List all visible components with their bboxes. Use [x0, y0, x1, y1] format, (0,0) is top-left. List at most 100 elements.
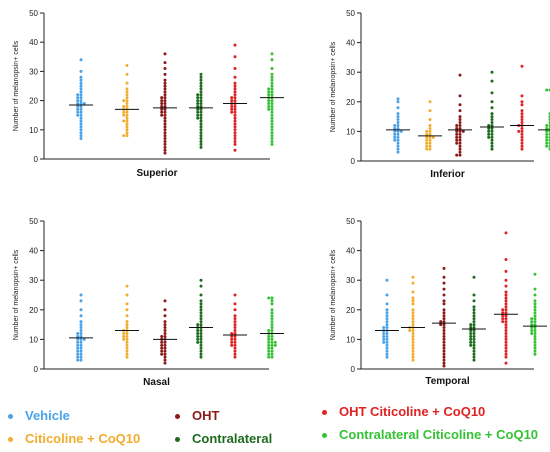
point-oht	[442, 337, 446, 341]
point-contralateral-citicoline-coq10	[267, 352, 271, 356]
y-axis-label: Number of melanopsin+ cells	[13, 249, 20, 340]
point-citicoline-coq10	[411, 343, 415, 347]
point-contralateral-citicoline-coq10	[533, 337, 537, 341]
point-vehicle	[385, 343, 389, 347]
point-vehicle	[79, 320, 83, 324]
point-contralateral-citicoline-coq10	[530, 317, 534, 321]
point-oht	[163, 116, 167, 120]
point-citicoline-coq10	[125, 122, 129, 126]
point-oht-citicoline-coq10	[504, 314, 508, 318]
point-vehicle	[396, 141, 400, 145]
point-oht-citicoline-coq10	[233, 96, 237, 100]
point-oht-citicoline-coq10	[233, 314, 237, 318]
point-contralateral-citicoline-coq10	[533, 317, 537, 321]
point-contralateral-citicoline-coq10	[270, 334, 274, 338]
point-citicoline-coq10	[122, 331, 126, 335]
panel-title: Superior	[136, 168, 177, 179]
point-oht	[163, 128, 167, 132]
point-oht	[163, 61, 167, 65]
point-vehicle	[79, 58, 83, 62]
point-contralateral-citicoline-coq10	[267, 87, 271, 91]
point-contralateral	[196, 99, 200, 103]
point-citicoline-coq10	[425, 147, 429, 151]
point-vehicle	[76, 346, 80, 350]
point-contralateral	[199, 317, 203, 321]
point-citicoline-coq10	[428, 126, 432, 130]
point-contralateral-citicoline-coq10	[545, 132, 549, 136]
point-vehicle	[79, 331, 83, 335]
point-oht	[442, 317, 446, 321]
point-vehicle	[385, 311, 389, 315]
point-oht	[458, 132, 462, 136]
point-vehicle	[76, 93, 80, 97]
legend-item-contralateral: Contralateral	[175, 431, 272, 446]
point-oht	[442, 314, 446, 318]
point-vehicle	[396, 106, 400, 110]
point-vehicle	[79, 349, 83, 353]
point-oht-citicoline-coq10	[230, 340, 234, 344]
point-oht	[458, 126, 462, 130]
point-contralateral-citicoline-coq10	[270, 346, 274, 350]
point-oht-citicoline-coq10	[233, 346, 237, 350]
point-vehicle	[79, 116, 83, 120]
point-vehicle	[396, 138, 400, 142]
point-citicoline-coq10	[428, 147, 432, 151]
point-contralateral	[196, 96, 200, 100]
point-oht	[163, 66, 167, 70]
point-oht	[458, 135, 462, 139]
point-contralateral	[199, 349, 203, 353]
point-citicoline-coq10	[411, 358, 415, 362]
point-citicoline-coq10	[411, 314, 415, 318]
point-oht-citicoline-coq10	[233, 323, 237, 327]
point-vehicle	[79, 334, 83, 338]
point-citicoline-coq10	[428, 138, 432, 142]
point-oht	[455, 138, 459, 142]
point-vehicle	[396, 123, 400, 127]
point-citicoline-coq10	[125, 96, 129, 100]
y-tick-label: 0	[351, 365, 356, 374]
point-oht	[455, 153, 459, 157]
point-contralateral	[472, 305, 476, 309]
legend-item-citicoline-coq10: Citicoline + CoQ10	[8, 431, 140, 446]
point-vehicle	[79, 314, 83, 318]
point-citicoline-coq10	[411, 329, 415, 333]
point-contralateral-citicoline-coq10	[273, 343, 277, 347]
point-vehicle	[79, 308, 83, 312]
point-oht	[163, 361, 167, 365]
point-citicoline-coq10	[411, 302, 415, 306]
point-contralateral	[469, 326, 473, 330]
point-oht	[442, 355, 446, 359]
point-oht	[163, 145, 167, 149]
point-oht-citicoline-coq10	[230, 343, 234, 347]
point-oht-citicoline-coq10	[233, 142, 237, 146]
point-oht	[163, 323, 167, 327]
point-vehicle	[79, 90, 83, 94]
point-oht	[442, 320, 446, 324]
point-contralateral-citicoline-coq10	[545, 138, 549, 142]
point-oht-citicoline-coq10	[504, 278, 508, 282]
point-oht	[442, 361, 446, 365]
point-oht	[163, 90, 167, 94]
point-contralateral-citicoline-coq10	[533, 308, 537, 312]
point-oht	[442, 329, 446, 333]
point-oht	[163, 99, 167, 103]
point-oht-citicoline-coq10	[520, 126, 524, 130]
point-contralateral-citicoline-coq10	[270, 58, 274, 62]
point-contralateral	[196, 334, 200, 338]
point-vehicle	[396, 112, 400, 116]
point-contralateral	[199, 139, 203, 143]
point-citicoline-coq10	[428, 118, 432, 122]
point-contralateral-citicoline-coq10	[270, 90, 274, 94]
point-oht	[163, 352, 167, 356]
point-oht	[442, 281, 446, 285]
point-contralateral	[490, 132, 494, 136]
point-vehicle	[82, 102, 86, 106]
point-contralateral-citicoline-coq10	[533, 349, 537, 353]
point-oht-citicoline-coq10	[233, 119, 237, 123]
point-contralateral-citicoline-coq10	[530, 323, 534, 327]
point-contralateral	[199, 331, 203, 335]
point-contralateral-citicoline-coq10	[270, 75, 274, 79]
legend-dot-oht-citicoline-coq10	[322, 410, 327, 416]
point-contralateral-citicoline-coq10	[533, 326, 537, 330]
point-contralateral	[196, 104, 200, 108]
